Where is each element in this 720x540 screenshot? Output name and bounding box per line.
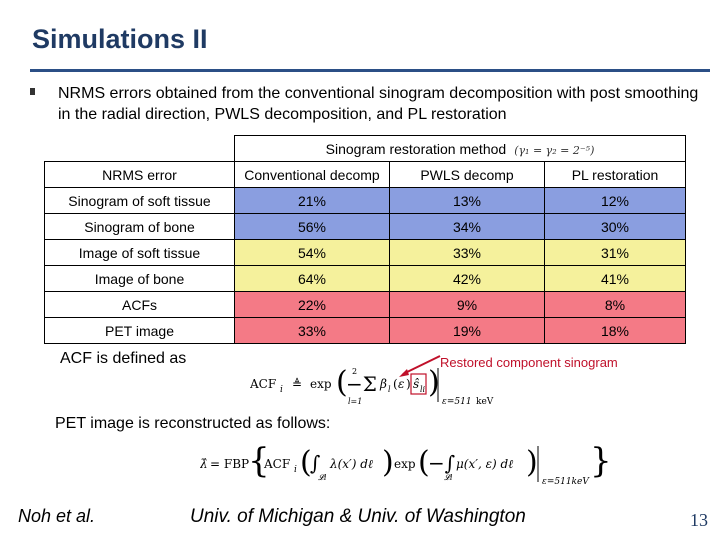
table-cell: 33% <box>234 317 390 344</box>
table-cell: 64% <box>234 265 390 292</box>
table-row: ACFs 22% 9% 8% <box>44 291 687 318</box>
svg-text:): ) <box>428 365 440 400</box>
svg-text:∫: ∫ <box>310 451 320 475</box>
table-row: Image of bone 64% 42% 41% <box>44 265 687 292</box>
svg-text:ε: ε <box>398 377 404 391</box>
svg-text:𝓛i: 𝓛i <box>318 473 327 482</box>
table-cell: 18% <box>543 317 687 344</box>
svg-text:μ(x′, ε) dℓ: μ(x′, ε) dℓ <box>456 457 513 471</box>
table-corner <box>44 135 235 162</box>
svg-text:): ) <box>406 377 411 391</box>
pet-reconstruction-label: PET image is reconstructed as follows: <box>55 415 331 432</box>
table-cell: 54% <box>234 239 390 266</box>
table-cell: 42% <box>389 265 545 292</box>
svg-text:ACF: ACF <box>263 457 290 471</box>
svg-text:β: β <box>379 377 387 391</box>
svg-text:exp: exp <box>310 377 332 391</box>
row-label: Sinogram of soft tissue <box>44 187 235 214</box>
svg-text:= FBP: = FBP <box>210 457 249 471</box>
table-cell: 30% <box>543 213 687 240</box>
table-row: PET image 33% 19% 18% <box>44 317 687 344</box>
row-label: Image of bone <box>44 265 235 292</box>
bullet-icon <box>30 88 35 95</box>
row-label: Image of soft tissue <box>44 239 235 266</box>
column-header: Conventional decomp <box>234 161 390 188</box>
table-row: Image of soft tissue 54% 33% 31% <box>44 239 687 266</box>
table-cell: 9% <box>389 291 545 318</box>
svg-text:): ) <box>382 445 394 480</box>
column-header: NRMS error <box>44 161 235 188</box>
page-number: 13 <box>690 510 708 530</box>
nrms-table: Sinogram restoration method (γ₁ = γ₂ = 2⁻… <box>44 135 687 344</box>
footer-author: Noh et al. <box>18 506 96 526</box>
table-cell: 22% <box>234 291 390 318</box>
svg-text:i: i <box>280 385 283 395</box>
svg-text:−∫: −∫ <box>428 451 455 475</box>
svg-text:ε=511: ε=511 <box>442 397 472 407</box>
group-header-label: Sinogram restoration method <box>325 140 507 157</box>
svg-text:𝓛i: 𝓛i <box>444 473 453 482</box>
svg-text:≜: ≜ <box>292 377 302 391</box>
table-cell: 19% <box>389 317 545 344</box>
svg-text:(: ( <box>336 365 348 400</box>
group-header: Sinogram restoration method (γ₁ = γ₂ = 2⁻… <box>233 135 687 162</box>
acf-definition-label: ACF is defined as <box>60 350 187 367</box>
svg-text:ACF: ACF <box>250 377 276 391</box>
table-cell: 31% <box>543 239 687 266</box>
svg-text:(: ( <box>418 445 430 480</box>
row-label: Sinogram of bone <box>44 213 235 240</box>
annotation-arrow-icon <box>399 355 441 377</box>
svg-text:{: { <box>248 441 270 481</box>
table-cell: 12% <box>543 187 687 214</box>
slide-title: Simulations II <box>32 24 208 54</box>
row-label: PET image <box>44 317 235 344</box>
svg-text:l=1: l=1 <box>348 397 362 406</box>
svg-text:ŝ: ŝ <box>413 377 419 391</box>
svg-text:exp: exp <box>394 457 416 471</box>
svg-text:−Σ: −Σ <box>346 372 377 396</box>
svg-text:li: li <box>420 385 426 394</box>
row-label: ACFs <box>44 291 235 318</box>
bullet-text: NRMS errors obtained from the convention… <box>58 85 699 123</box>
table-cell: 34% <box>389 213 545 240</box>
footer-institution: Univ. of Michigan & Univ. of Washington <box>190 506 526 527</box>
svg-text:(: ( <box>393 377 398 391</box>
pet-formula: λ̂ = FBP { ACF i ( ∫ 𝓛i λ(x′) dℓ ) exp (… <box>200 441 610 487</box>
svg-text:λ(x′) dℓ: λ(x′) dℓ <box>329 457 373 471</box>
table-row: Sinogram of bone 56% 34% 30% <box>44 213 687 240</box>
table-cell: 41% <box>543 265 687 292</box>
table-cell: 13% <box>389 187 545 214</box>
title-divider <box>30 69 710 72</box>
svg-text:l: l <box>388 385 391 394</box>
table-cell: 8% <box>543 291 687 318</box>
table-cell: 56% <box>234 213 390 240</box>
svg-text:λ̂: λ̂ <box>200 457 208 471</box>
column-header: PL restoration <box>543 161 687 188</box>
restored-sinogram-label: Restored component sinogram <box>440 355 618 370</box>
table-row: Sinogram of soft tissue 21% 13% 12% <box>44 187 687 214</box>
group-header-equation: (γ₁ = γ₂ = 2⁻⁵) <box>514 143 595 157</box>
svg-text:ε=511keV: ε=511keV <box>542 477 590 487</box>
svg-text:}: } <box>590 441 610 481</box>
table-cell: 33% <box>389 239 545 266</box>
svg-text:): ) <box>526 445 538 480</box>
column-header: PWLS decomp <box>389 161 545 188</box>
svg-text:keV: keV <box>476 397 494 407</box>
acf-formula: ACF i ≜ exp ( −Σ 2 l=1 β l ( ε ) ŝ li ) … <box>250 365 494 407</box>
table-cell: 21% <box>234 187 390 214</box>
svg-text:(: ( <box>300 445 312 480</box>
svg-text:i: i <box>294 465 297 475</box>
svg-text:2: 2 <box>352 367 357 376</box>
